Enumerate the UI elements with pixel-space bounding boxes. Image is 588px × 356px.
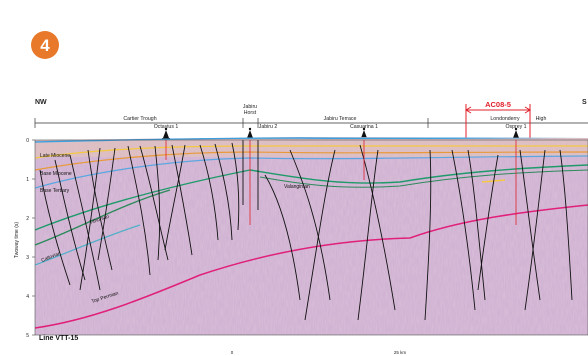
faults xyxy=(39,140,573,321)
well-derrick-icon xyxy=(512,127,520,139)
y-axis-tick-labels: 0 1 2 3 4 5 xyxy=(26,138,29,339)
y-axis-ticks xyxy=(32,139,35,336)
well-label: Osprey 1 xyxy=(505,124,526,130)
horizon-line-callovian xyxy=(35,224,141,266)
scale-label: 25 km xyxy=(394,350,407,355)
horizon-line-base-tertiary xyxy=(35,151,588,171)
y-tick-label: 3 xyxy=(26,255,29,261)
well-derrick-icon xyxy=(360,127,368,139)
region-bar-ticks xyxy=(34,118,467,128)
well-label: Jabiru 2 xyxy=(259,124,278,130)
y-axis-label: Twoway time (s) xyxy=(14,222,20,258)
region-label: High xyxy=(536,116,547,122)
region-label: Cartier Trough xyxy=(123,116,156,122)
well-symbols xyxy=(162,127,520,139)
horizon-line-base-miocene xyxy=(35,155,588,189)
horizon-label: Base Miocene xyxy=(40,171,72,177)
direction-right-label: S xyxy=(582,99,587,106)
horizon-label: Late Miocene xyxy=(40,153,70,159)
region-label: Jabiru Horst xyxy=(243,104,257,116)
section-frame xyxy=(34,139,588,336)
y-tick-label: 2 xyxy=(26,216,29,222)
scale-label: 0 xyxy=(231,350,234,355)
region-label: Londonderry xyxy=(490,116,520,122)
region-label-line: Jabiru xyxy=(243,104,257,110)
figure-number-badge xyxy=(31,31,59,59)
horizon-label: Base Tertiary xyxy=(40,188,70,194)
region-label-line: Horst xyxy=(244,110,257,116)
horizon-label: Valanginian xyxy=(284,184,310,190)
horizon-line-valanginian xyxy=(35,164,588,231)
line-label: Line VTT-15 xyxy=(39,335,78,342)
region-label: Jabiru Terrace xyxy=(324,116,357,122)
seismic-section xyxy=(35,137,588,335)
figure-number: 4 xyxy=(40,36,50,55)
horizon-line-top-permian xyxy=(35,204,588,329)
y-tick-label: 1 xyxy=(26,177,29,183)
permit-bracket xyxy=(465,104,531,140)
well-derrick-icon xyxy=(162,127,170,139)
y-tick-label: 5 xyxy=(26,333,29,339)
direction-left-label: NW xyxy=(35,99,47,106)
well-derrick-icon xyxy=(246,127,254,139)
well-label: Octavius 1 xyxy=(154,124,179,130)
y-tick-label: 0 xyxy=(26,138,29,144)
well-label: Casuarina 1 xyxy=(350,124,378,130)
horizon-line-valanginian-lower xyxy=(259,169,588,188)
y-tick-label: 4 xyxy=(26,294,29,300)
well-tracks xyxy=(165,140,517,225)
permit-label: AC08-5 xyxy=(485,100,511,109)
